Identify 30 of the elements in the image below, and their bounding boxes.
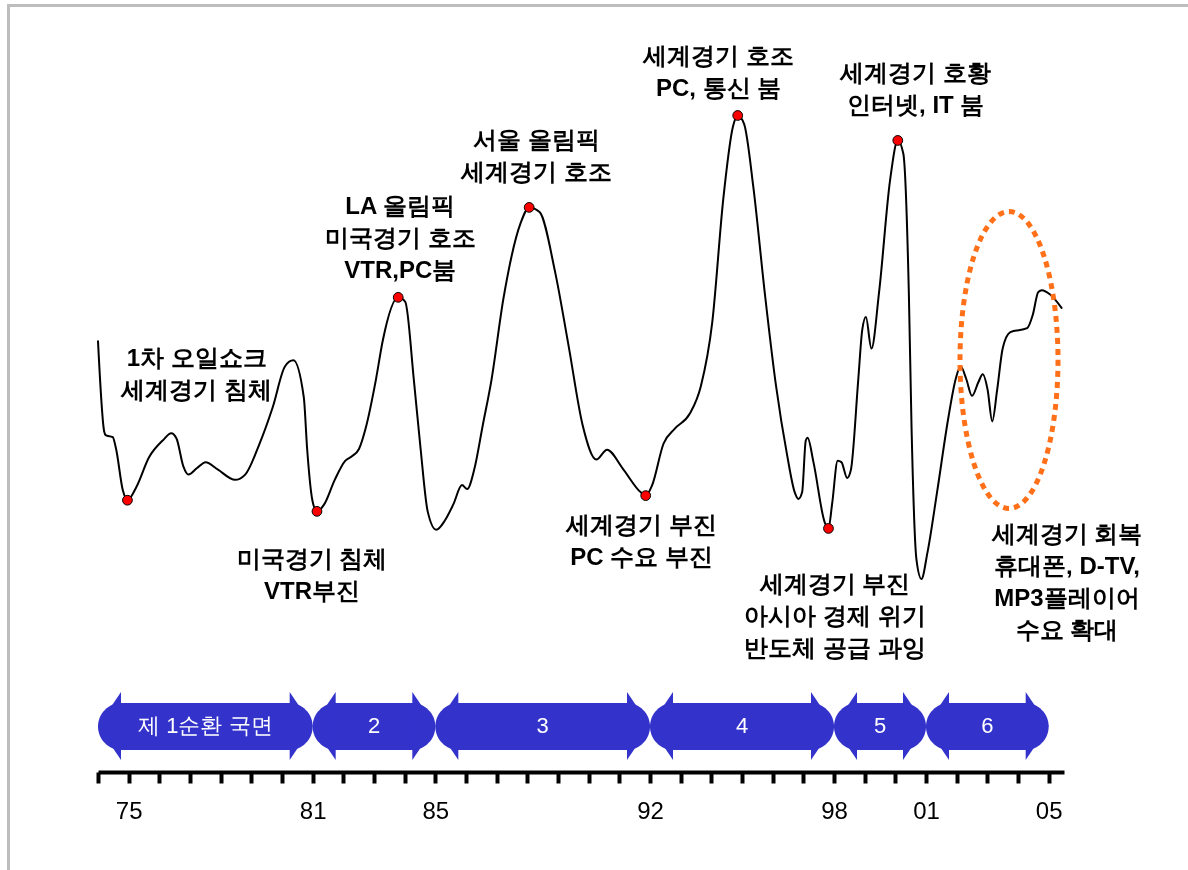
point xyxy=(892,135,904,146)
x-tick-label: 98 xyxy=(821,796,848,824)
annotation: 세계경기 부진 PC 수요 부진 xyxy=(565,510,718,570)
point xyxy=(392,291,404,303)
band-label: 3 xyxy=(536,713,549,738)
band-label: 제 1순환 국면 xyxy=(138,713,273,738)
x-tick-label: 75 xyxy=(115,796,143,824)
x-tick-label: 85 xyxy=(422,796,450,824)
annotation: 세계경기 부진 아시아 경제 위기 반도체 공급 과잉 xyxy=(744,570,926,661)
band-label: 5 xyxy=(873,713,887,738)
point xyxy=(122,494,133,506)
annotation: 세계경기 호황 인터넷, IT 붐 xyxy=(839,59,992,119)
annotation: 미국경기 침체 VTR부진 xyxy=(236,545,388,605)
point xyxy=(732,110,744,121)
point xyxy=(640,490,652,501)
band-label: 6 xyxy=(981,713,994,738)
x-tick-label: 92 xyxy=(637,796,664,824)
x-tick-label: 01 xyxy=(913,796,940,824)
point xyxy=(823,523,834,534)
band-label: 4 xyxy=(735,713,749,738)
point xyxy=(523,202,535,213)
annotation: 세계경기 호조 PC, 통신 붐 xyxy=(642,42,795,101)
annotation: 서울 올림픽 세계경기 호조 xyxy=(459,126,612,186)
annotation: 1차 오일쇼크 세계경기 침체 xyxy=(120,343,273,403)
annotation: LA 올림픽 미국경기 호조 VTR,PC붐 xyxy=(324,192,476,284)
band-label: 2 xyxy=(367,713,381,738)
annotation: 세계경기 회복 휴대폰, D-TV, MP3플레이어 수요 확대 xyxy=(990,520,1143,643)
x-tick-label: 05 xyxy=(1035,796,1063,824)
point xyxy=(311,506,323,517)
x-tick-label: 81 xyxy=(299,796,327,824)
